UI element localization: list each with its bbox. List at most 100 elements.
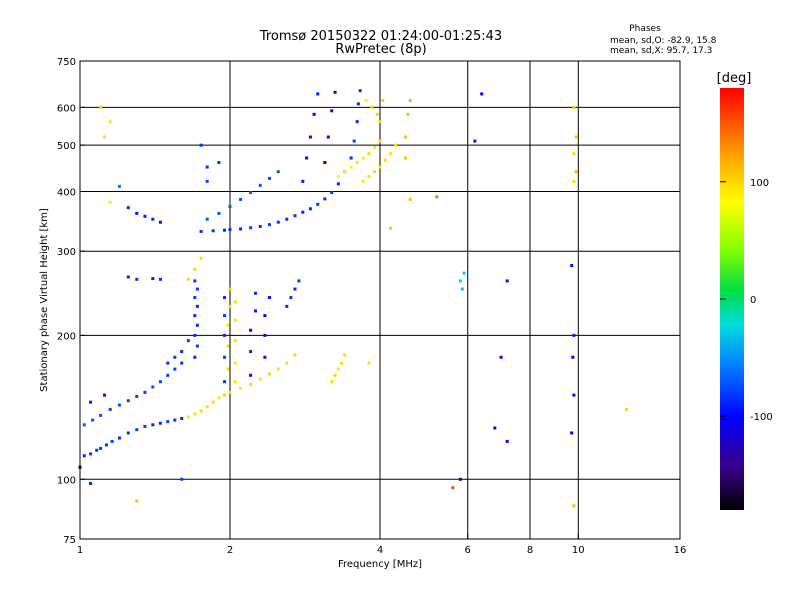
- data-point: [406, 112, 410, 116]
- data-point: [289, 296, 293, 300]
- data-point: [408, 197, 412, 201]
- data-point: [305, 156, 309, 160]
- data-point: [505, 279, 509, 283]
- data-point: [276, 220, 280, 224]
- data-point: [195, 287, 199, 291]
- data-point: [276, 367, 280, 371]
- data-point: [285, 361, 289, 365]
- y-tick-label: 750: [57, 57, 76, 68]
- data-point: [383, 158, 387, 162]
- chart-subtitle: RwPretec (8p): [335, 42, 426, 57]
- data-point: [117, 436, 121, 440]
- data-point: [323, 197, 327, 201]
- data-point: [267, 176, 271, 180]
- data-point: [267, 296, 271, 300]
- data-point: [195, 323, 199, 327]
- data-point: [574, 170, 578, 174]
- data-point: [158, 380, 162, 384]
- data-point: [126, 275, 130, 279]
- data-point: [223, 393, 227, 397]
- data-point: [249, 373, 253, 377]
- data-point: [233, 318, 237, 322]
- data-point: [505, 439, 509, 443]
- data-point: [193, 314, 197, 318]
- data-point: [333, 90, 337, 94]
- data-point: [166, 373, 170, 377]
- data-point: [135, 394, 139, 398]
- data-point: [228, 390, 232, 394]
- data-point: [186, 415, 190, 419]
- data-point: [135, 211, 139, 215]
- data-point: [239, 197, 243, 201]
- data-point: [263, 333, 267, 337]
- data-point: [381, 99, 385, 103]
- data-point: [110, 439, 114, 443]
- data-point: [349, 165, 353, 169]
- data-point: [460, 287, 464, 291]
- data-point: [367, 152, 371, 156]
- data-point: [82, 454, 86, 458]
- data-point: [199, 256, 203, 260]
- data-point: [570, 431, 574, 435]
- data-point: [82, 423, 86, 427]
- data-point: [572, 333, 576, 337]
- data-point: [193, 279, 197, 283]
- data-point: [249, 226, 253, 230]
- y-axis-ticks: 75 100 200 300 400 500 600 750: [57, 57, 85, 546]
- data-point: [336, 182, 340, 186]
- colorbar-tick-label: -100: [750, 412, 773, 423]
- data-point: [316, 202, 320, 206]
- data-point: [211, 229, 215, 233]
- data-point: [126, 431, 130, 435]
- data-point: [361, 179, 365, 183]
- x-axis-label: Frequency [MHz]: [338, 559, 422, 570]
- data-point: [267, 372, 271, 376]
- data-point: [226, 344, 230, 348]
- data-point: [135, 499, 139, 503]
- data-point: [135, 277, 139, 281]
- data-point: [323, 160, 327, 164]
- data-point: [217, 160, 221, 164]
- data-point: [228, 228, 232, 232]
- data-point: [180, 477, 184, 481]
- data-point: [89, 400, 93, 404]
- data-point: [186, 339, 190, 343]
- data-point: [352, 139, 356, 143]
- data-point: [217, 211, 221, 215]
- phase-stats-x: mean, sd,X: 95.7, 17.3: [610, 46, 712, 56]
- data-point: [205, 404, 209, 408]
- x-axis-ticks: 1 2 4 6 8 10 16: [77, 534, 686, 556]
- data-point: [403, 156, 407, 160]
- data-point: [378, 120, 382, 124]
- data-point: [223, 333, 227, 337]
- data-point: [253, 291, 257, 295]
- data-point: [473, 139, 477, 143]
- data-point: [99, 413, 103, 417]
- data-point: [249, 328, 253, 332]
- data-point: [205, 217, 209, 221]
- data-point: [211, 400, 215, 404]
- data-point: [173, 355, 177, 359]
- data-point: [199, 229, 203, 233]
- data-point: [173, 367, 177, 371]
- data-point: [336, 367, 340, 371]
- data-point: [205, 165, 209, 169]
- data-point: [158, 421, 162, 425]
- x-tick-label: 8: [527, 545, 533, 556]
- data-point: [378, 165, 382, 169]
- data-point: [263, 314, 267, 318]
- y-tick-label: 200: [57, 331, 76, 342]
- data-point: [258, 224, 262, 228]
- data-point: [193, 412, 197, 416]
- data-point: [572, 152, 576, 156]
- data-point: [340, 361, 344, 365]
- data-point: [349, 156, 353, 160]
- y-tick-label: 400: [57, 187, 76, 198]
- data-point: [293, 287, 297, 291]
- data-point: [249, 191, 253, 195]
- data-point: [239, 386, 243, 390]
- data-point: [403, 135, 407, 139]
- data-point: [571, 355, 575, 359]
- data-point: [458, 279, 462, 283]
